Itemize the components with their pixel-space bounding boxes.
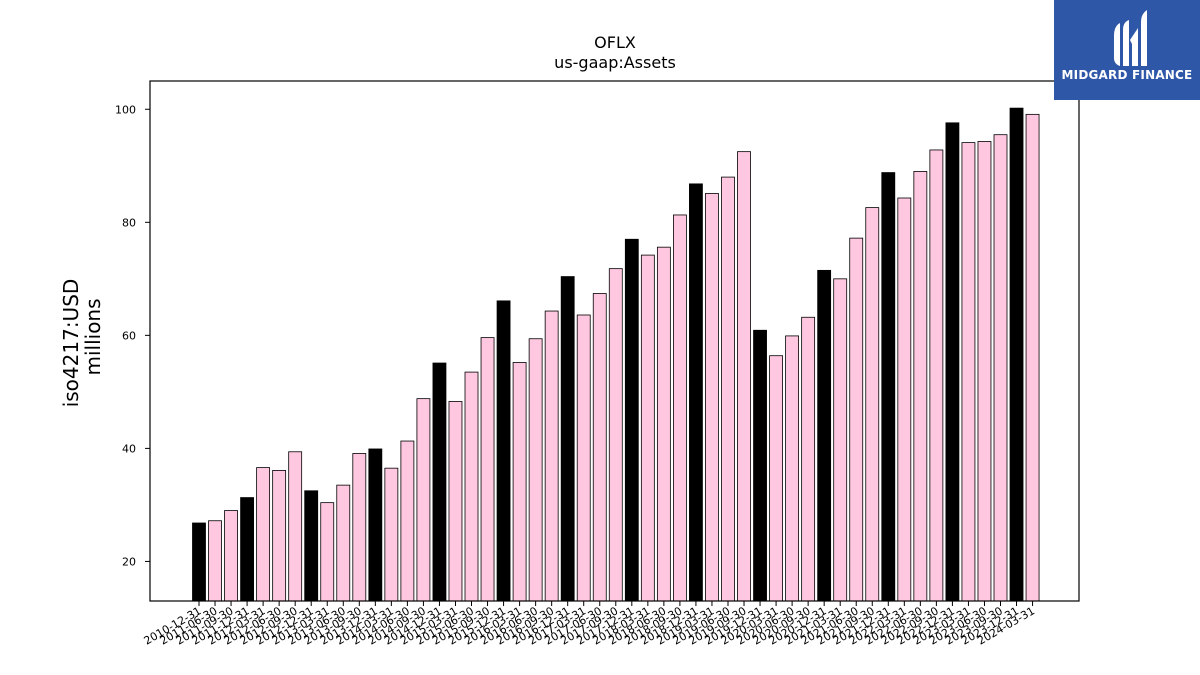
bar-2022-03-31 xyxy=(913,171,928,602)
bar-2022-06-30 xyxy=(929,149,944,602)
bar-2011-09-30 xyxy=(240,497,254,602)
y-axis-label-units: millions xyxy=(81,298,105,375)
bar-2016-12-31 xyxy=(576,314,591,602)
bar-2018-06-30 xyxy=(673,214,687,602)
bar-2011-12-31 xyxy=(256,467,271,602)
bar-2012-06-30 xyxy=(288,451,303,602)
bar-2023-09-30 xyxy=(1009,107,1024,602)
bar-2023-06-30 xyxy=(993,134,1008,602)
bar-2022-09-30 xyxy=(945,122,960,602)
bar-2020-03-31 xyxy=(785,335,800,602)
bar-2012-12-31 xyxy=(320,502,335,602)
bar-2016-06-30 xyxy=(544,310,559,602)
bar-2014-09-30 xyxy=(432,362,447,602)
bar-2019-06-30 xyxy=(737,151,751,602)
bar-2017-03-31 xyxy=(592,293,607,602)
x-axis: 2010-12-312011-06-302011-09-302011-12-31… xyxy=(142,601,1037,648)
y-tick-label-100: 100 xyxy=(115,103,136,116)
bar-2021-03-31 xyxy=(849,237,864,602)
bar-2019-03-31 xyxy=(721,176,735,602)
bar-2023-12-31 xyxy=(1025,113,1040,602)
bar-2014-12-31 xyxy=(448,401,463,602)
bar-2016-03-31 xyxy=(528,338,543,602)
midgard-logo-icon xyxy=(1114,10,1147,66)
bar-2023-03-31 xyxy=(977,141,992,602)
chart-subtitle: us-gaap:Assets xyxy=(554,53,676,72)
bar-2011-03-31 xyxy=(208,520,222,602)
bar-2013-12-31 xyxy=(384,467,399,602)
bar-2015-09-30 xyxy=(496,300,511,602)
bar-2015-03-31 xyxy=(464,371,479,602)
plot-frame xyxy=(149,80,1080,602)
bar-2010-12-31 xyxy=(192,522,206,602)
bar-2012-03-31 xyxy=(272,470,287,602)
bar-2022-12-31 xyxy=(961,142,976,602)
bars-layer xyxy=(192,107,1040,602)
bar-2011-06-30 xyxy=(224,510,238,602)
bar-2018-09-30 xyxy=(689,183,703,602)
bar-2017-12-31 xyxy=(640,254,655,602)
brand-name: MIDGARD FINANCE xyxy=(1061,68,1193,82)
bar-2021-06-30 xyxy=(865,207,880,602)
bar-2019-12-31 xyxy=(769,355,783,602)
bar-2013-09-30 xyxy=(368,448,383,602)
bar-2019-09-30 xyxy=(753,329,767,602)
y-axis: 20 40 60 80 100 xyxy=(115,103,150,568)
bar-2020-09-30 xyxy=(817,269,832,602)
bar-2020-12-31 xyxy=(833,278,848,602)
bar-2016-09-30 xyxy=(560,276,575,602)
y-tick-label-20: 20 xyxy=(122,555,136,568)
y-tick-label-40: 40 xyxy=(122,442,136,455)
bar-2013-06-30 xyxy=(352,453,367,602)
bar-2021-12-31 xyxy=(897,197,912,602)
bar-2017-06-30 xyxy=(608,268,623,602)
y-tick-label-80: 80 xyxy=(122,216,136,229)
bar-2013-03-31 xyxy=(336,484,351,602)
bar-2018-03-31 xyxy=(656,246,671,602)
bar-2014-06-30 xyxy=(416,398,431,602)
brand-logo: MIDGARD FINANCE xyxy=(1054,0,1200,100)
y-axis-label: iso4217:USD xyxy=(59,279,83,408)
bar-2018-12-31 xyxy=(705,193,719,602)
bar-2017-09-30 xyxy=(624,238,639,602)
y-tick-label-60: 60 xyxy=(122,329,136,342)
bar-2015-06-30 xyxy=(480,337,495,602)
bar-2014-03-31 xyxy=(400,440,415,602)
chart-title: OFLX xyxy=(594,33,636,52)
bar-2021-09-30 xyxy=(881,172,896,602)
bar-2020-06-30 xyxy=(801,316,816,602)
bar-2012-09-30 xyxy=(304,490,319,602)
bar-2015-12-31 xyxy=(512,362,527,602)
